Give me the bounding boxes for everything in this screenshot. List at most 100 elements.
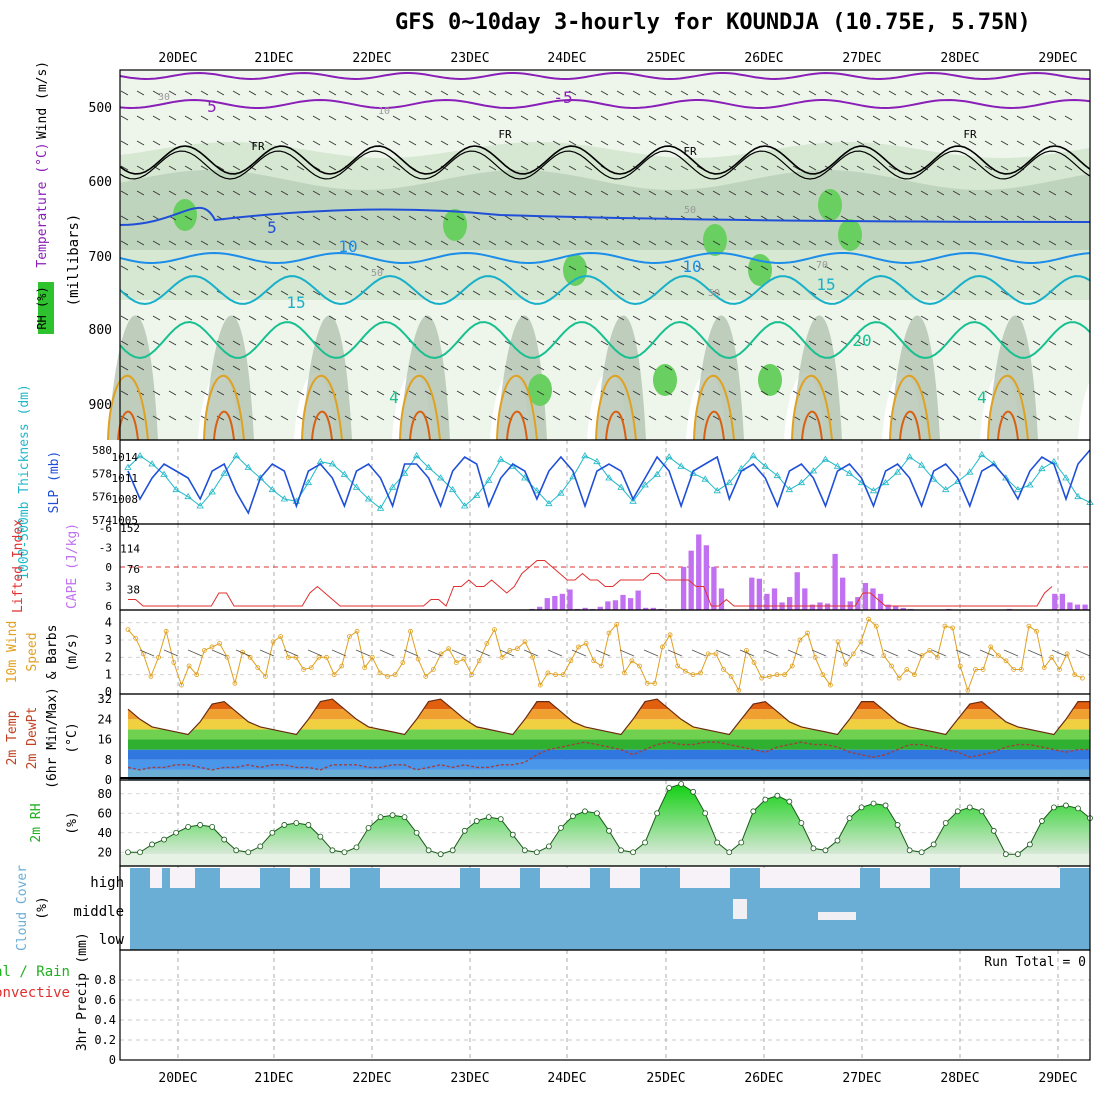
temp-contour-25 [791, 374, 833, 441]
cape-tick: 38 [127, 584, 140, 597]
wind-barb [360, 240, 369, 246]
wind-barb [872, 240, 881, 246]
wind-barb [344, 90, 353, 96]
rh-high-blob [563, 254, 587, 286]
rh-point [293, 820, 300, 826]
wind-barb [216, 240, 225, 246]
thickness-point [485, 476, 493, 483]
rh-point [257, 843, 264, 850]
rh-point [281, 822, 288, 828]
wind-barb [568, 90, 577, 96]
wind-barb [840, 415, 849, 421]
wind-speed-point [698, 670, 704, 676]
wind-barb [648, 190, 657, 196]
wind-barb [344, 140, 353, 146]
wind-barb [456, 165, 465, 171]
wind-barb [424, 315, 433, 321]
rh-point [233, 847, 240, 854]
wind-barb [328, 240, 337, 246]
thickness-point [376, 504, 385, 511]
cape-bar [764, 593, 770, 610]
wind-barb [232, 115, 241, 121]
wind-barb [520, 165, 529, 171]
wind-barb [120, 365, 129, 371]
wind-barb [536, 265, 545, 271]
wind-barb [1032, 240, 1041, 246]
wind-barb [552, 290, 561, 296]
wind-barb [120, 115, 129, 121]
wind-barb [984, 240, 993, 246]
wind-barb-10m [1075, 649, 1091, 657]
wind-speed-point [988, 644, 994, 650]
wind-speed-line [127, 618, 1083, 692]
wind-barb [328, 365, 337, 371]
wind-barb [184, 140, 193, 146]
cape-bar [559, 593, 566, 610]
wind-barb [648, 165, 657, 171]
wind-barb [792, 240, 801, 246]
wind-barb [904, 390, 913, 396]
wind-speed-point [270, 639, 276, 645]
wind-barb-10m [955, 649, 971, 657]
wind-barb [600, 290, 609, 296]
wind-barb [680, 190, 689, 196]
temp-contour-minus5-lower [119, 98, 1091, 110]
wind-speed-point [347, 634, 352, 639]
cape-bar [900, 607, 906, 610]
wind-barb [1016, 115, 1025, 121]
wind-barb [696, 415, 705, 421]
wind-speed-point [530, 654, 536, 660]
wind-barb [920, 290, 929, 296]
wind-barb [824, 365, 833, 371]
wind-barb [216, 365, 225, 371]
wind10-speed-label: Speed [25, 632, 40, 671]
wind-barb [776, 190, 785, 196]
wind-barb-10m [1003, 649, 1019, 657]
cape-bar [840, 577, 846, 610]
wind-speed-point [751, 660, 757, 665]
wind-barb [440, 290, 449, 296]
wind-barb [1048, 240, 1057, 246]
wind-barb [712, 315, 721, 321]
wind-speed-point [194, 672, 200, 678]
rh-point [185, 824, 192, 830]
rh-high-blob [838, 219, 862, 251]
wind-speed-point [179, 682, 184, 688]
wind-barb [376, 315, 385, 321]
date-label-bottom: 20DEC [158, 1071, 197, 1086]
wind-barb [856, 390, 865, 396]
wind-barb [168, 365, 177, 371]
wind-barb [552, 365, 561, 371]
wind-barb [648, 365, 657, 371]
rh-point [846, 815, 853, 822]
wind-barb [360, 140, 369, 146]
wind-barb [456, 365, 465, 371]
wind-barb [856, 340, 865, 346]
wind-barb [936, 340, 945, 346]
wind-barb [360, 115, 369, 121]
thickness-point [749, 452, 758, 459]
cape-bar [635, 590, 641, 610]
wind-barb [344, 265, 353, 271]
precip-label: 3hr Precip [75, 973, 90, 1051]
wind-barb [984, 90, 993, 96]
wind-barb [824, 190, 833, 196]
wind-barb [712, 140, 721, 146]
thickness-point [497, 455, 505, 462]
wind-barb [232, 290, 241, 296]
wind-barb [232, 140, 241, 146]
wind-barb [136, 315, 145, 321]
wind-barb [200, 140, 209, 146]
wind-barb [824, 340, 833, 346]
cape-bar [627, 598, 634, 610]
wind-barb [760, 115, 769, 121]
wind-barb [376, 215, 385, 221]
temp-contour-30 [409, 410, 431, 441]
wind-barb [760, 165, 769, 171]
wind-speed-point [927, 648, 933, 653]
thickness-point [701, 475, 709, 482]
wind-barb [744, 140, 753, 146]
wind-barb [392, 415, 401, 421]
wind-barb-10m [715, 649, 731, 657]
wind-barb [232, 90, 241, 96]
